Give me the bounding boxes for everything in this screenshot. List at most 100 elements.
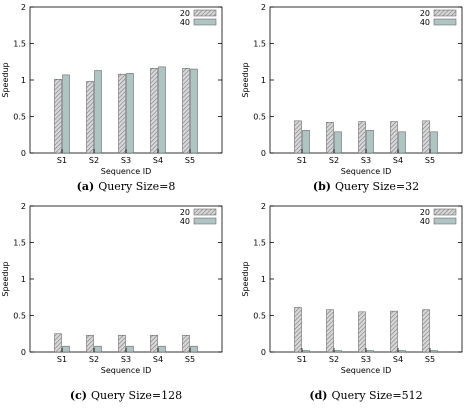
bar-series-40-S3 <box>366 350 374 353</box>
legend-label: 40 <box>180 18 190 27</box>
caption-letter: (c) <box>70 389 87 402</box>
x-tick-label: S1 <box>297 156 307 165</box>
x-tick-label: S3 <box>361 355 371 364</box>
legend-label: 20 <box>180 208 190 217</box>
y-tick-label: 1.5 <box>13 40 26 49</box>
bar-series-40-S5 <box>430 350 438 353</box>
legend-label: 40 <box>180 217 190 226</box>
bar-series-20-S3 <box>358 121 366 154</box>
legend-label: 40 <box>420 217 430 226</box>
legend-swatch-40 <box>193 217 217 225</box>
y-tick-label: 1 <box>261 275 266 284</box>
bar-series-20-S1 <box>294 307 302 353</box>
x-tick-label: S2 <box>89 355 99 364</box>
bar-series-40-S4 <box>398 350 406 353</box>
x-tick-label: S3 <box>121 355 131 364</box>
bar-series-40-S2 <box>94 345 102 353</box>
x-tick-label: S5 <box>425 355 435 364</box>
legend-swatch-20 <box>193 208 217 216</box>
y-tick-label: 2 <box>261 202 266 211</box>
legend-swatch-20 <box>193 9 217 17</box>
y-tick-label: 1.5 <box>253 40 266 49</box>
x-tick-label: S4 <box>393 156 403 165</box>
bar-series-20-S1 <box>54 333 62 353</box>
bar-series-20-S3 <box>118 73 126 154</box>
bar-series-20-S3 <box>358 311 366 353</box>
x-tick-label: S2 <box>89 156 99 165</box>
legend-swatch-40 <box>433 18 457 26</box>
x-tick-label: S5 <box>185 355 195 364</box>
bar-series-20-S4 <box>390 310 398 353</box>
bar-series-20-S2 <box>326 309 334 353</box>
x-tick-label: S3 <box>121 156 131 165</box>
x-tick-label: S5 <box>185 156 195 165</box>
y-axis-label: Speedup <box>241 261 250 296</box>
x-axis-label: Sequence ID <box>341 366 392 375</box>
bar-series-40-S3 <box>126 73 134 154</box>
caption-text: Query Size=128 <box>91 389 182 402</box>
y-axis-label: Speedup <box>1 62 10 97</box>
y-tick-label: 1 <box>261 76 266 85</box>
y-tick-label: 0.5 <box>253 312 266 321</box>
bar-series-20-S1 <box>54 79 62 154</box>
bar-series-40-S3 <box>366 130 374 154</box>
x-tick-label: S2 <box>329 355 339 364</box>
caption-letter: (a) <box>77 180 95 193</box>
y-tick-label: 0 <box>261 348 266 357</box>
y-tick-label: 0 <box>261 149 266 158</box>
y-tick-label: 0.5 <box>253 113 266 122</box>
caption-text: Query Size=512 <box>331 389 422 402</box>
bar-series-40-S1 <box>302 350 310 353</box>
legend-label: 40 <box>420 18 430 27</box>
bar-series-40-S2 <box>334 131 342 154</box>
subfigure-caption: (b) Query Size=32 <box>313 180 419 193</box>
chart-panel-3: 0 0.5 1 1.5 2 Speedup S1 S2 S3 S4 S5 Sequence ID 204… <box>1 202 223 402</box>
bar-series-20-S5 <box>422 309 430 353</box>
bar-series-20-S4 <box>150 68 158 154</box>
y-tick-label: 0.5 <box>13 113 26 122</box>
bar-series-20-S3 <box>118 334 126 353</box>
bar-series-40-S4 <box>398 131 406 154</box>
x-tick-label: S1 <box>297 355 307 364</box>
bar-series-20-S5 <box>422 120 430 154</box>
y-tick-label: 1.5 <box>13 239 26 248</box>
bar-series-40-S5 <box>190 345 198 353</box>
chart-panel-1: 0 0.5 1 1.5 2 Speedup S1 S2 S3 S4 S5 Sequence ID 204… <box>1 3 223 193</box>
bar-series-20-S4 <box>150 334 158 353</box>
y-tick-label: 1.5 <box>253 239 266 248</box>
bar-series-20-S2 <box>326 122 334 154</box>
bar-series-40-S1 <box>62 74 70 154</box>
y-tick-label: 2 <box>261 3 266 12</box>
caption-letter: (d) <box>309 389 327 402</box>
x-axis-label: Sequence ID <box>101 366 152 375</box>
legend-label: 20 <box>180 9 190 18</box>
caption-text: Query Size=32 <box>335 180 419 193</box>
y-tick-label: 0 <box>21 348 26 357</box>
x-tick-label: S2 <box>329 156 339 165</box>
bar-series-20-S1 <box>294 120 302 154</box>
bar-series-40-S2 <box>334 350 342 353</box>
legend-swatch-20 <box>433 9 457 17</box>
bar-series-20-S2 <box>86 334 94 353</box>
bar-series-40-S4 <box>158 66 166 154</box>
legend-swatch-20 <box>433 208 457 216</box>
bar-series-40-S5 <box>190 68 198 154</box>
caption-text: Query Size=8 <box>98 180 175 193</box>
x-tick-label: S1 <box>57 355 67 364</box>
legend-label: 20 <box>420 208 430 217</box>
subfigure-caption: (a) Query Size=8 <box>77 180 176 193</box>
bar-series-40-S3 <box>126 345 134 353</box>
subfigure-caption: (d) Query Size=512 <box>309 389 422 402</box>
chart-panel-4: 0 0.5 1 1.5 2 Speedup S1 S2 S3 S4 S5 Sequence ID 204… <box>241 202 463 402</box>
x-tick-label: S4 <box>153 156 163 165</box>
legend-swatch-40 <box>433 217 457 225</box>
bar-series-20-S5 <box>182 68 190 154</box>
bar-series-40-S2 <box>94 70 102 154</box>
plot-frame <box>29 205 223 353</box>
x-tick-label: S1 <box>57 156 67 165</box>
x-axis-label: Sequence ID <box>101 167 152 176</box>
x-tick-label: S4 <box>393 355 403 364</box>
x-tick-label: S3 <box>361 156 371 165</box>
bar-series-20-S4 <box>390 121 398 154</box>
